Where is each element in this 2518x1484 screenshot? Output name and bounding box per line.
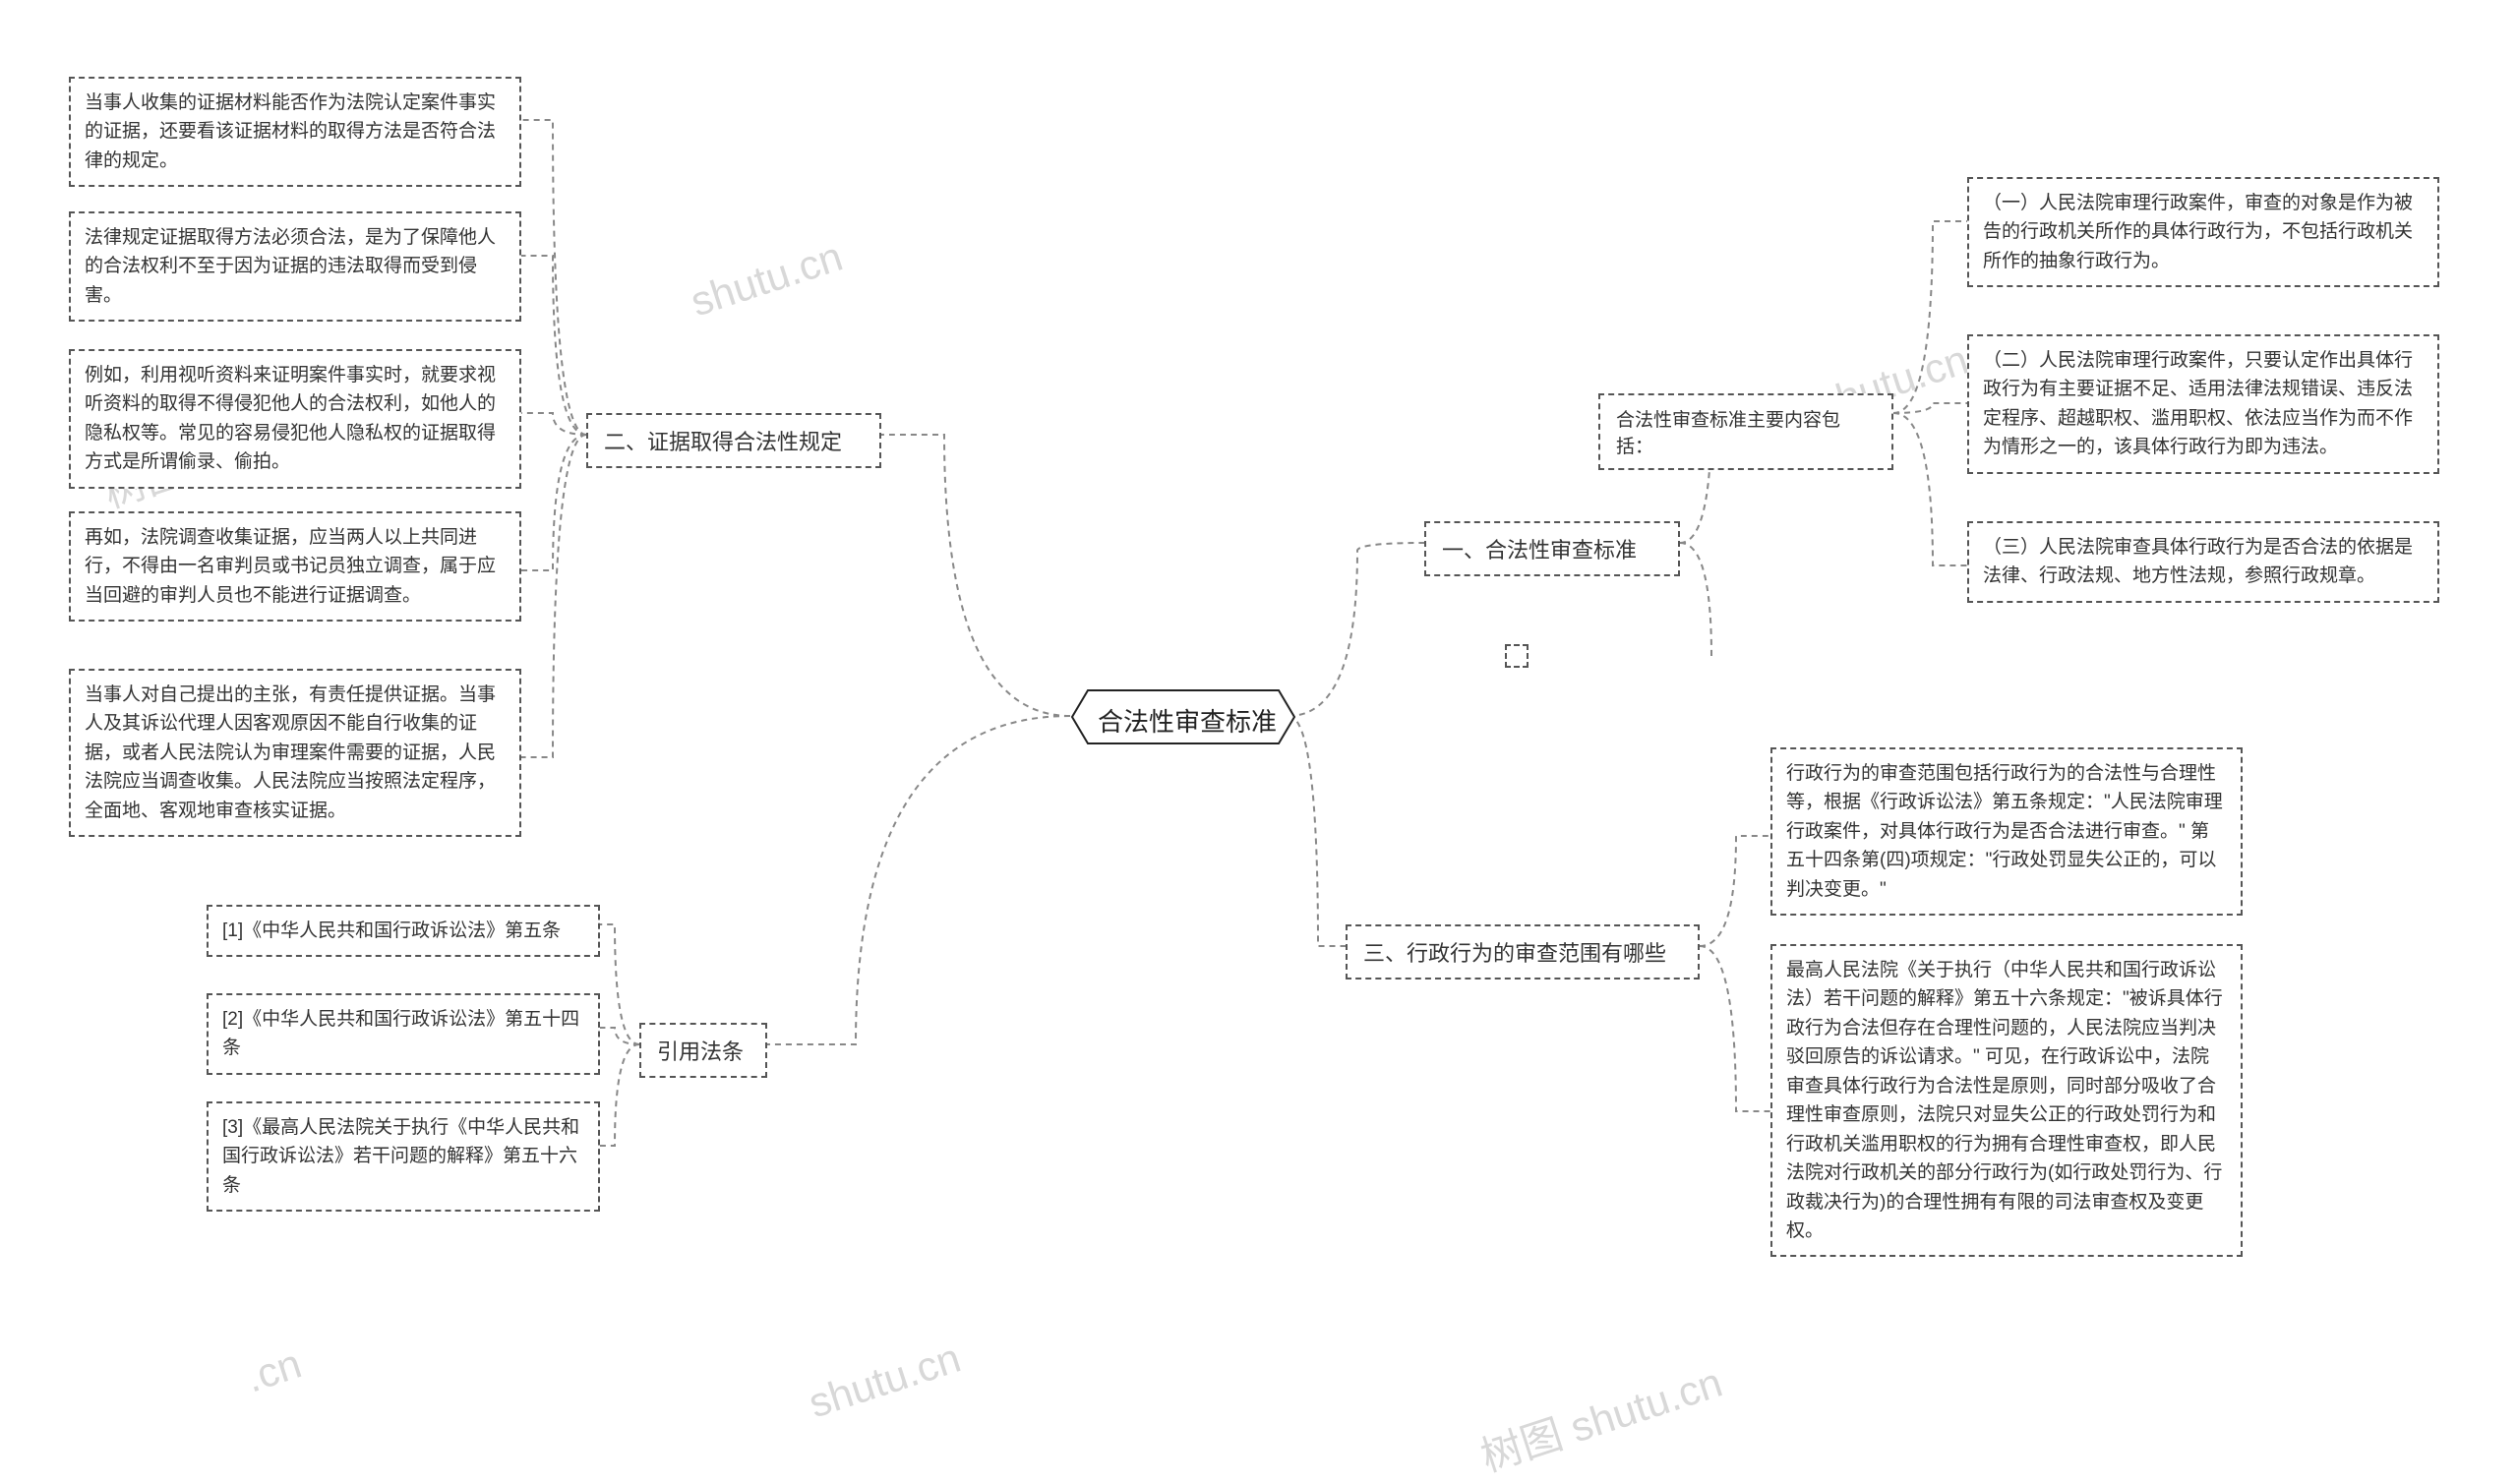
leaf-2c: 例如，利用视听资料来证明案件事实时，就要求视听资料的取得不得侵犯他人的合法权利，… <box>69 349 521 489</box>
leaf-4b: [2]《中华人民共和国行政诉讼法》第五十四条 <box>207 993 600 1075</box>
leaf-3a: 行政行为的审查范围包括行政行为的合法性与合理性等，根据《行政诉讼法》第五条规定：… <box>1770 747 2243 916</box>
branch-3: 三、行政行为的审查范围有哪些 <box>1346 924 1700 979</box>
leaf-2a: 当事人收集的证据材料能否作为法院认定案件事实的证据，还要看该证据材料的取得方法是… <box>69 77 521 187</box>
leaf-2b: 法律规定证据取得方法必须合法，是为了保障他人的合法权利不至于因为证据的违法取得而… <box>69 211 521 322</box>
watermark: shutu.cn <box>803 1335 966 1428</box>
watermark: shutu.cn <box>685 233 848 326</box>
branch-2: 二、证据取得合法性规定 <box>586 413 881 468</box>
leaf-1a: （一）人民法院审理行政案件，审查的对象是作为被告的行政机关所作的具体行政行为，不… <box>1967 177 2439 287</box>
center-node: 合法性审查标准 <box>1070 688 1304 752</box>
watermark: .cn <box>240 1340 307 1402</box>
branch-1-sub: 合法性审查标准主要内容包括： <box>1598 393 1893 470</box>
empty-node <box>1505 644 1529 668</box>
leaf-3b: 最高人民法院《关于执行（中华人民共和国行政诉讼法）若干问题的解释》第五十六条规定… <box>1770 944 2243 1257</box>
leaf-2e: 当事人对自己提出的主张，有责任提供证据。当事人及其诉讼代理人因客观原因不能自行收… <box>69 669 521 837</box>
leaf-4c: [3]《最高人民法院关于执行《中华人民共和国行政诉讼法》若干问题的解释》第五十六… <box>207 1101 600 1212</box>
leaf-2d: 再如，法院调查收集证据，应当两人以上共同进行，不得由一名审判员或书记员独立调查，… <box>69 511 521 622</box>
leaf-1c: （三）人民法院审查具体行政行为是否合法的依据是法律、行政法规、地方性法规，参照行… <box>1967 521 2439 603</box>
leaf-1b: （二）人民法院审理行政案件，只要认定作出具体行政行为有主要证据不足、适用法律法规… <box>1967 334 2439 474</box>
watermark: 树图 shutu.cn <box>1472 1349 1729 1484</box>
branch-4: 引用法条 <box>639 1023 767 1078</box>
branch-1: 一、合法性审查标准 <box>1424 521 1680 576</box>
leaf-4a: [1]《中华人民共和国行政诉讼法》第五条 <box>207 905 600 957</box>
